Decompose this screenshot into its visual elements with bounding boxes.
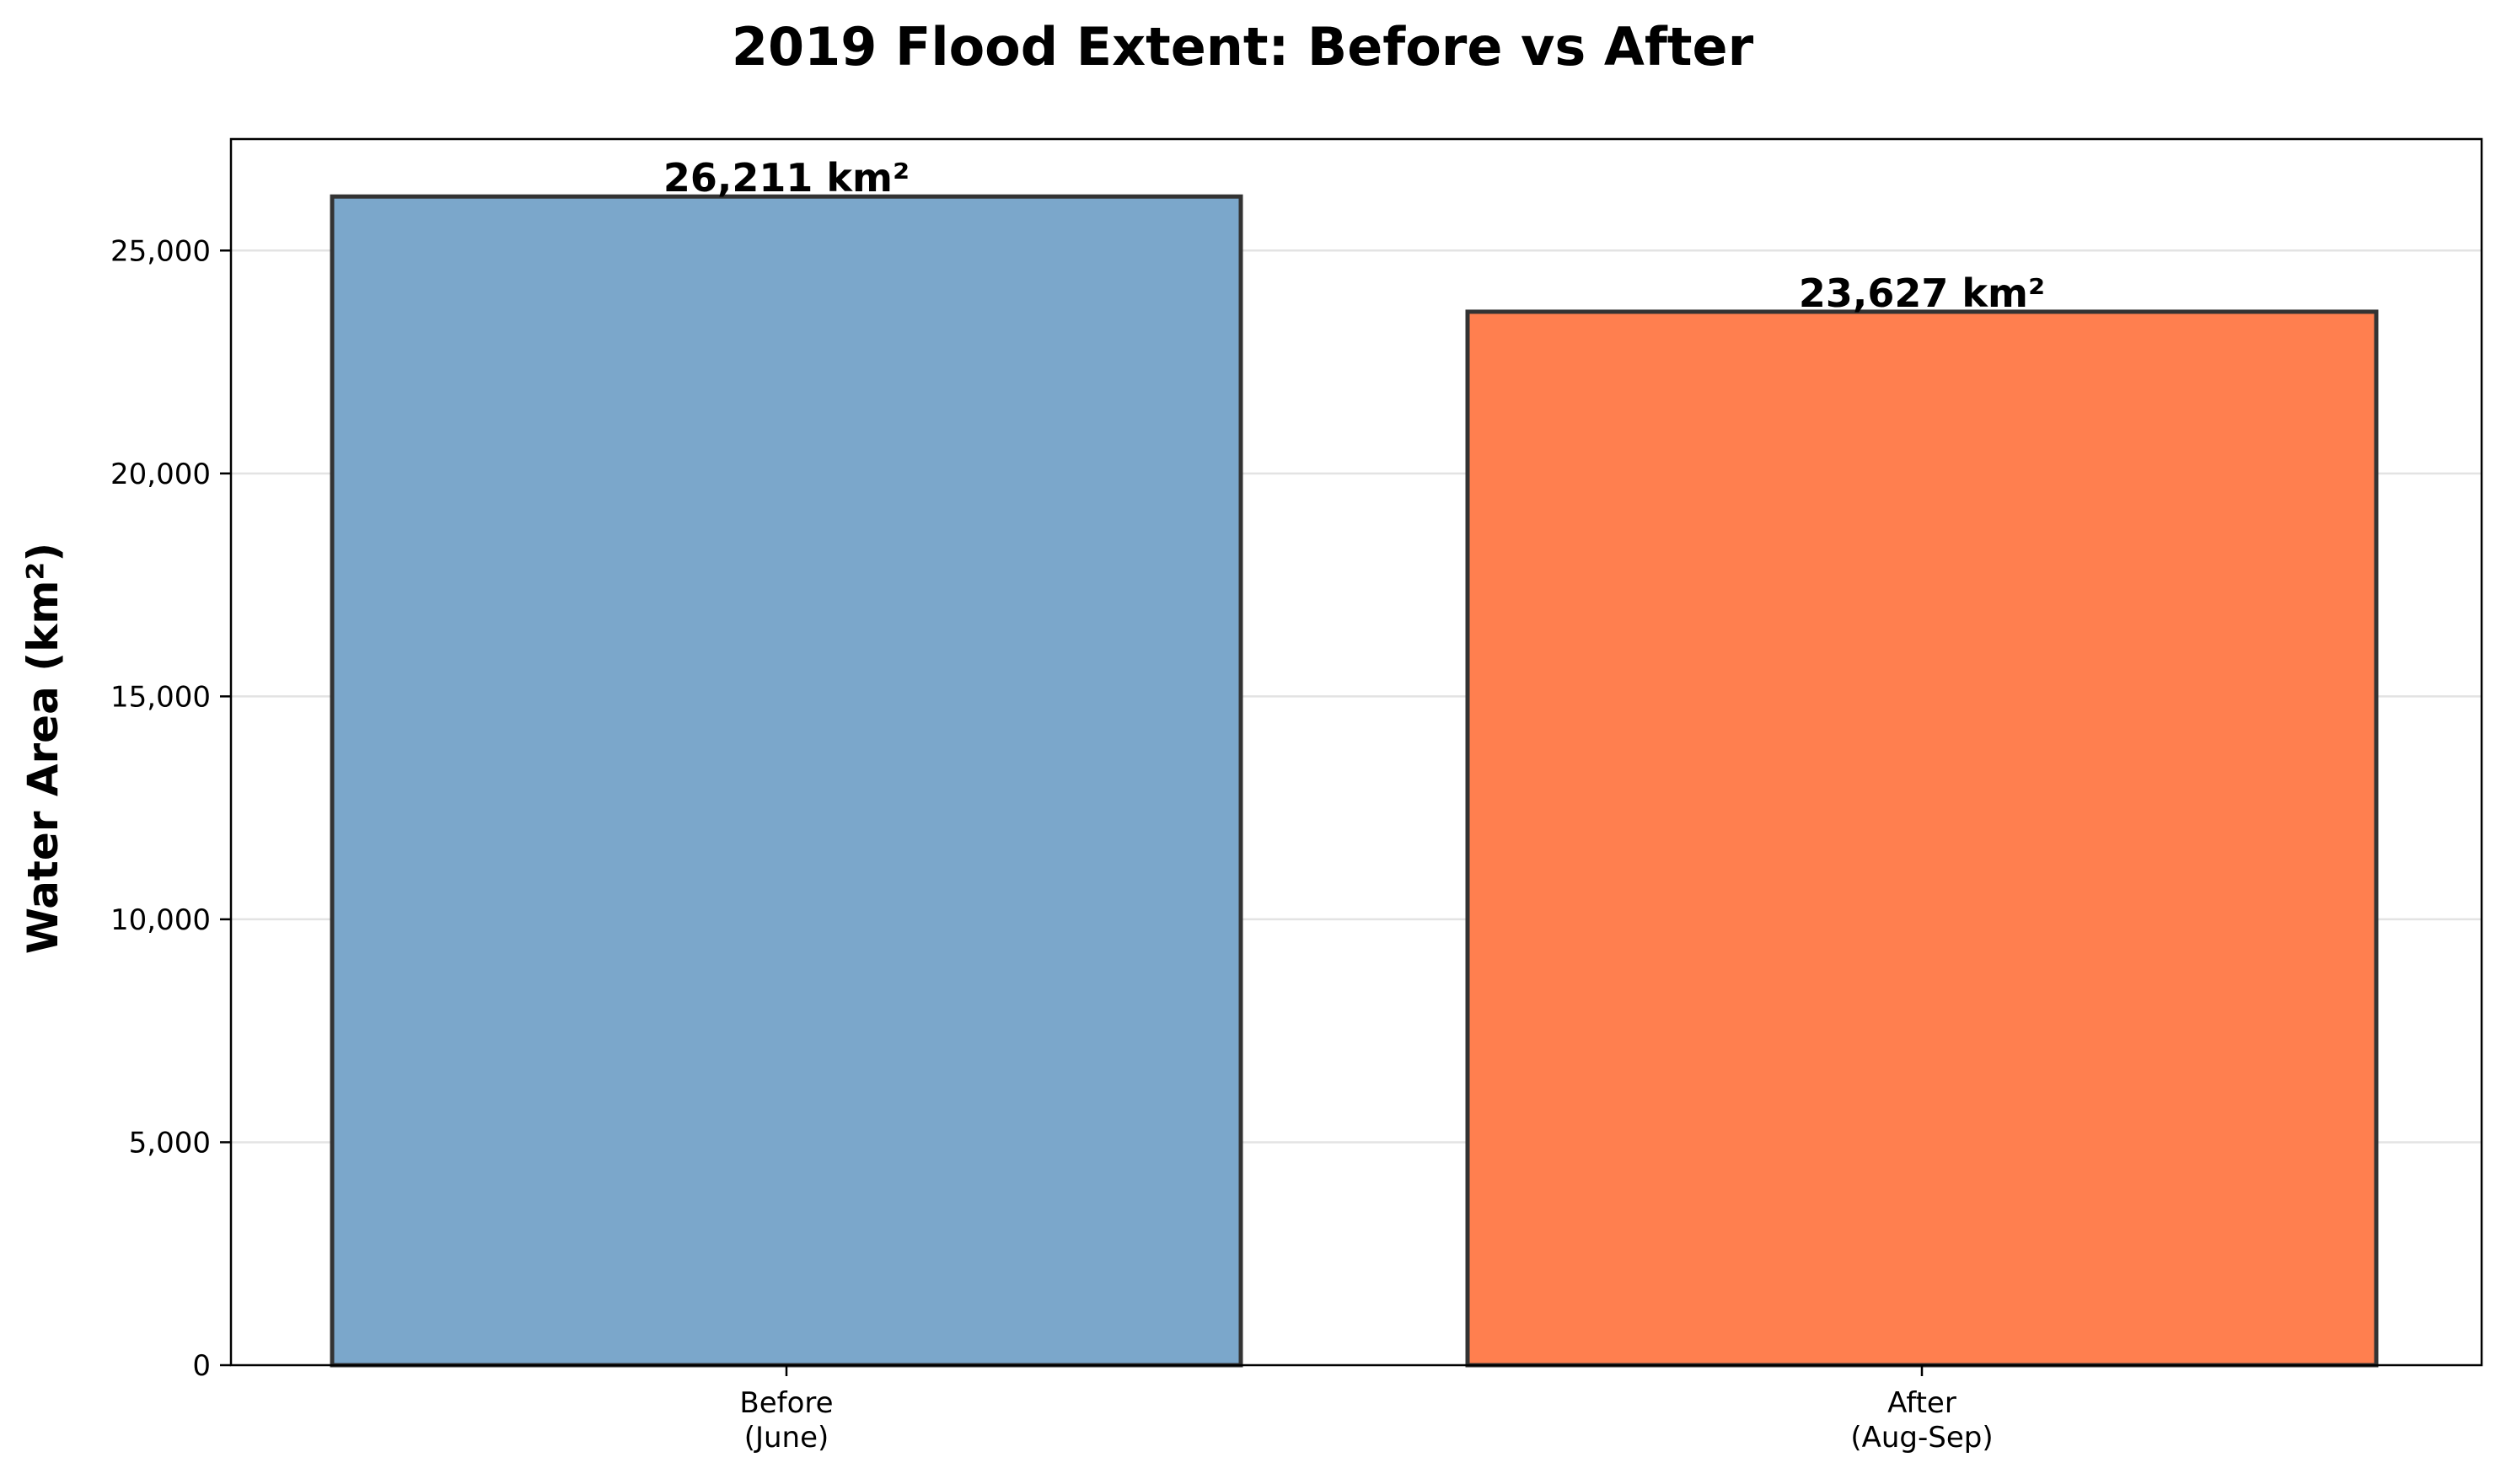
chart-title: 2019 Flood Extent: Before vs After — [732, 16, 1754, 78]
plot-frame — [229, 137, 2483, 1367]
bar-0 — [330, 194, 1243, 1368]
y-tick-label-4: 20,000 — [110, 458, 211, 491]
x-tick-label-1-line-0: After — [1887, 1386, 1956, 1420]
y-axis-label: Water Area (km²) — [19, 543, 67, 954]
y-tick-label-2: 10,000 — [110, 903, 211, 937]
labels: 26,211 km² 23,627 km² 0 5,000 10,000 15,000 20… — [110, 155, 2045, 1455]
x-tick-label-0-line-1: (June) — [744, 1421, 829, 1455]
y-tick-label-3: 15,000 — [110, 680, 211, 714]
y-tick-label-5: 25,000 — [110, 234, 211, 268]
axes — [220, 137, 2483, 1376]
x-tick-label-0-line-0: Before — [739, 1386, 833, 1420]
y-tick-label-0: 0 — [192, 1349, 211, 1383]
data-label-1: 23,627 km² — [1799, 271, 2045, 316]
y-tick-label-1: 5,000 — [129, 1126, 211, 1160]
x-tick-label-1-line-1: (Aug-Sep) — [1850, 1421, 1993, 1455]
data-label-0: 26,211 km² — [663, 155, 910, 201]
bars — [330, 194, 2379, 1368]
bar-1 — [1465, 309, 2379, 1368]
